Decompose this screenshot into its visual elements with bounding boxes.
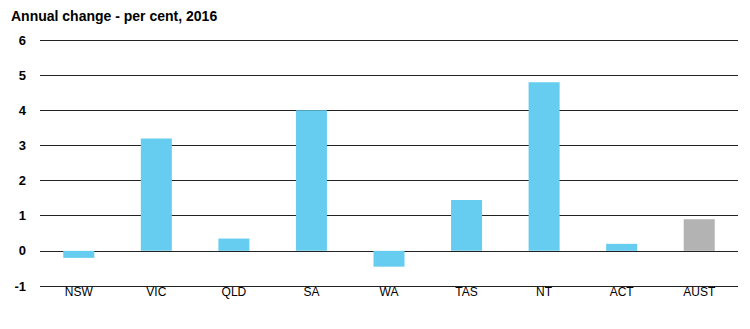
svg-text:SA: SA xyxy=(303,285,319,299)
svg-text:Annual change - per cent, 2016: Annual change - per cent, 2016 xyxy=(11,8,217,24)
svg-text:WA: WA xyxy=(380,285,399,299)
svg-text:NT: NT xyxy=(536,285,553,299)
svg-text:4: 4 xyxy=(19,103,27,118)
svg-text:AUST: AUST xyxy=(683,285,716,299)
svg-text:VIC: VIC xyxy=(146,285,166,299)
svg-text:QLD: QLD xyxy=(222,285,247,299)
svg-text:3: 3 xyxy=(19,138,26,153)
svg-text:5: 5 xyxy=(19,68,26,83)
svg-text:6: 6 xyxy=(19,33,26,48)
svg-text:ACT: ACT xyxy=(610,285,635,299)
svg-text:TAS: TAS xyxy=(455,285,477,299)
svg-text:0: 0 xyxy=(19,243,26,258)
svg-text:NSW: NSW xyxy=(65,285,94,299)
svg-text:-1: -1 xyxy=(14,279,26,294)
svg-text:2: 2 xyxy=(19,173,26,188)
svg-text:1: 1 xyxy=(19,208,26,223)
